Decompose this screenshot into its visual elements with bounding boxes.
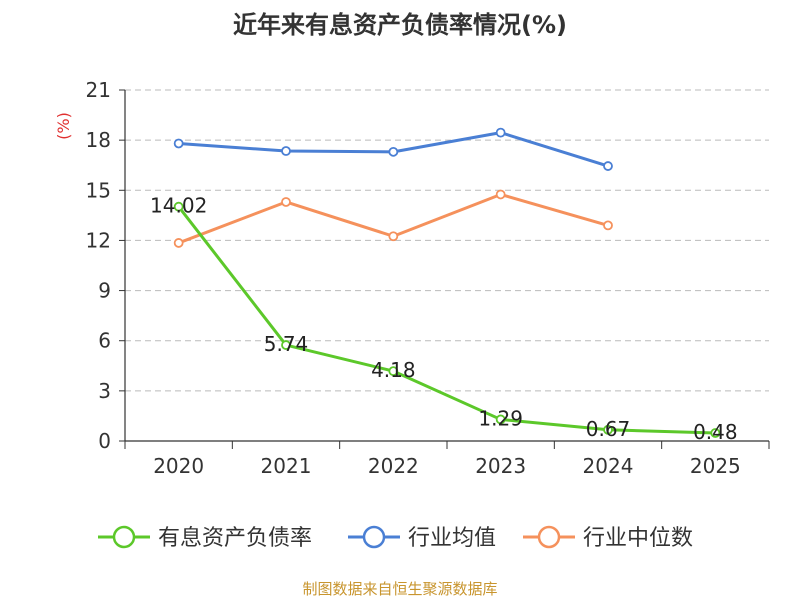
legend-marker-icon [537, 525, 561, 549]
x-tick-label: 2024 [583, 454, 634, 478]
x-tick-label: 2025 [690, 454, 741, 478]
data-point [281, 340, 291, 350]
data-point [603, 161, 613, 171]
x-tick-label: 2022 [368, 454, 419, 478]
legend-marker-icon [112, 525, 136, 549]
y-tick-label: 3 [98, 379, 111, 403]
data-label: 4.18 [371, 358, 416, 382]
data-label: 0.48 [693, 420, 738, 444]
y-tick-label: 21 [86, 78, 111, 102]
y-axis-unit-label: (%) [54, 112, 73, 140]
data-point [281, 146, 291, 156]
data-point [495, 414, 506, 425]
legend-item: 行业均值 [348, 525, 496, 551]
data-point [710, 428, 721, 438]
data-point [603, 424, 613, 435]
y-tick-label: 9 [98, 279, 111, 303]
data-point [495, 189, 506, 200]
legend-item: 有息资产负债率 [98, 525, 312, 551]
data-point [603, 220, 613, 231]
x-tick-label: 2020 [153, 454, 204, 478]
source-note: 制图数据来自恒生聚源数据库 [302, 580, 497, 598]
y-tick-label: 18 [86, 128, 111, 152]
series-line-0 [177, 205, 716, 435]
data-point [173, 201, 184, 212]
y-tick-label: 0 [98, 429, 111, 453]
data-point [173, 238, 184, 248]
legend-label: 行业中位数 [583, 526, 693, 551]
data-point [281, 197, 291, 207]
y-tick-label: 6 [98, 329, 111, 353]
data-label: 1.29 [478, 406, 523, 430]
legend-item: 行业中位数 [523, 525, 693, 551]
chart-title: 近年来有息资产负债率情况(%) [233, 11, 567, 39]
x-tick-label: 2023 [475, 454, 526, 478]
axes: 0 3 6 9 12 15 18 21 2020 2021 2022 2023 2024 2025 [86, 78, 770, 478]
data-labels: 14.02 5.74 4.18 1.29 0.67 0.48 [150, 194, 738, 444]
y-tick-label: 15 [86, 178, 111, 202]
data-label: 14.02 [150, 194, 207, 218]
data-point [388, 146, 399, 157]
legend-marker-icon [362, 525, 386, 549]
x-tick-label: 2021 [261, 454, 312, 478]
data-label: 5.74 [264, 332, 309, 356]
y-tick-label: 12 [86, 228, 111, 252]
legend-label: 有息资产负债率 [158, 526, 312, 551]
data-point [173, 138, 184, 149]
series-group [173, 127, 721, 438]
grid-lines [125, 89, 769, 392]
data-point [495, 127, 506, 138]
legend-label: 行业均值 [408, 526, 496, 551]
data-point [388, 366, 399, 377]
data-label: 0.67 [586, 417, 631, 441]
legend: 有息资产负债率 行业均值 行业中位数 [98, 525, 693, 551]
data-point [388, 231, 399, 242]
